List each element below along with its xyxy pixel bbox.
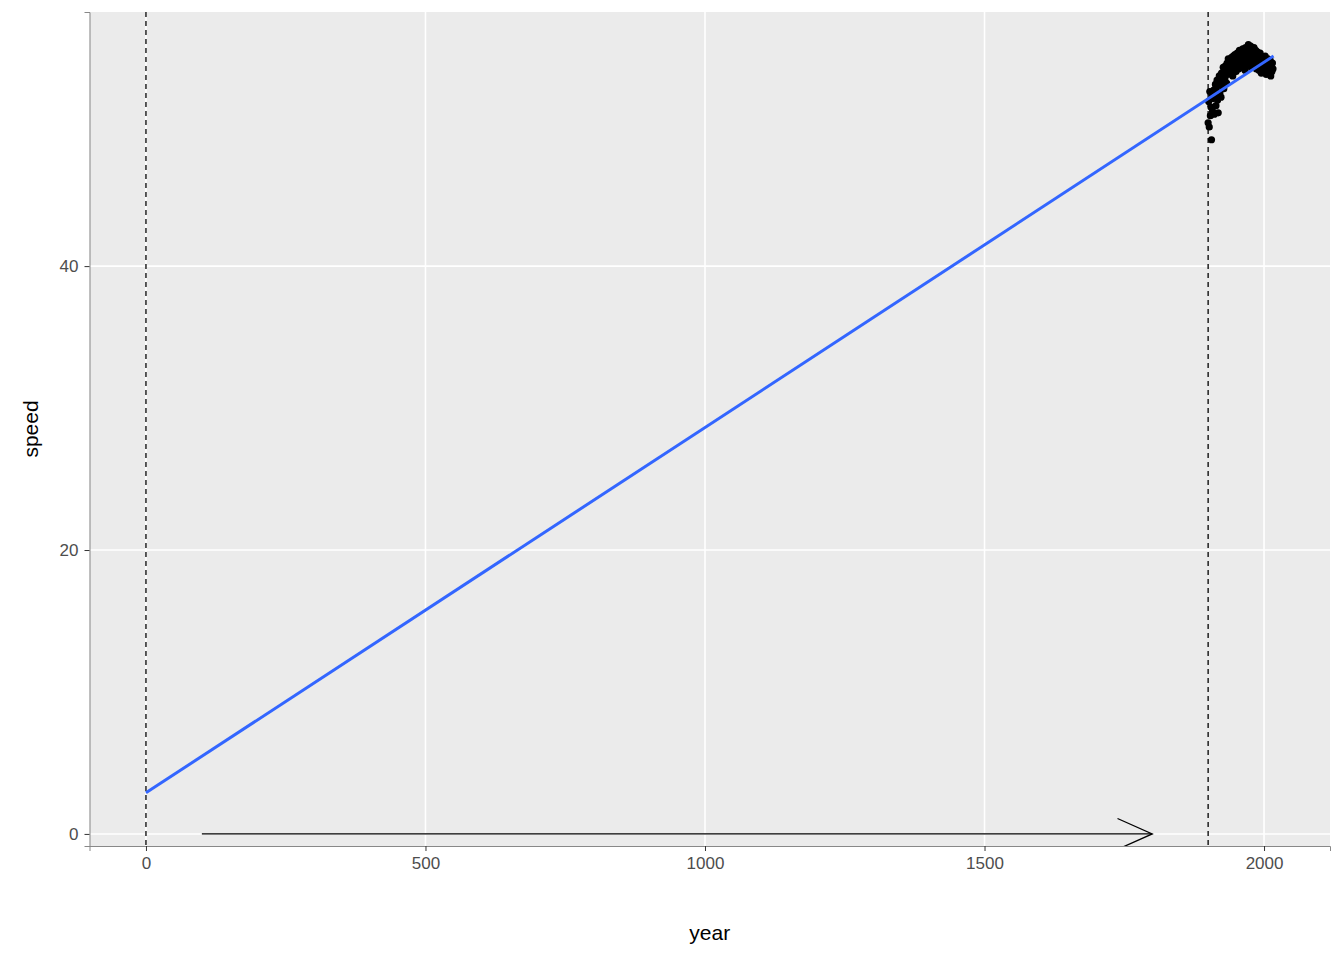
y-grid-line — [90, 833, 1331, 835]
x-grid-line — [425, 12, 427, 846]
y-grid-line — [90, 549, 1331, 551]
y-tick-mark — [85, 834, 90, 835]
reference-line — [1207, 12, 1208, 846]
y-tick-mark — [85, 550, 90, 551]
reference-line — [145, 12, 146, 846]
marks — [146, 12, 1277, 846]
x-tick-label: 1000 — [687, 854, 725, 873]
point — [1215, 109, 1222, 116]
point — [1269, 65, 1276, 72]
x-tick-label: 2000 — [1246, 854, 1284, 873]
y-tick-label: 20 — [60, 541, 79, 560]
x-tick: 500 — [412, 846, 440, 873]
x-grid-line — [145, 12, 147, 846]
y-tick-label: 40 — [60, 257, 79, 276]
x-tick-mark — [985, 846, 986, 851]
arrow — [202, 833, 1152, 834]
panel-background — [90, 12, 1331, 846]
x-axis-title: year — [689, 921, 730, 944]
y-axis: 0 20 40 — [60, 13, 90, 847]
x-grid-line — [984, 12, 986, 846]
x-tick-label: 500 — [412, 854, 440, 873]
x-tick-label: 1500 — [966, 854, 1004, 873]
plot: 0 500 1000 1500 2000 0 20 40 — [60, 12, 1331, 873]
x-tick: 1000 — [687, 846, 725, 873]
x-axis: 0 500 1000 1500 2000 — [90, 846, 1331, 873]
point — [1206, 123, 1213, 130]
y-tick-label: 0 — [69, 825, 78, 844]
x-tick-label: 0 — [142, 854, 151, 873]
point — [1217, 94, 1224, 101]
fit-line — [146, 56, 1274, 793]
y-tick: 0 — [69, 825, 89, 844]
x-tick: 1500 — [966, 846, 1004, 873]
x-grid-line — [1263, 12, 1265, 846]
point — [1208, 136, 1215, 143]
x-tick-mark — [425, 846, 426, 851]
x-tick: 2000 — [1246, 846, 1284, 873]
chart: 0 500 1000 1500 2000 0 20 40 year speed — [0, 0, 1344, 960]
x-tick: 0 — [142, 846, 151, 873]
y-axis-title: speed — [19, 400, 42, 457]
y-tick: 20 — [60, 541, 90, 560]
x-tick-mark — [146, 846, 147, 851]
grid — [90, 12, 1331, 846]
y-tick-mark — [85, 266, 90, 267]
x-axis-line — [90, 847, 1331, 852]
x-tick-mark — [1264, 846, 1265, 851]
y-axis-line — [85, 13, 91, 847]
arrow-head — [1118, 818, 1153, 846]
y-grid-line — [90, 265, 1331, 267]
x-tick-mark — [705, 846, 706, 851]
y-tick: 40 — [60, 257, 90, 276]
